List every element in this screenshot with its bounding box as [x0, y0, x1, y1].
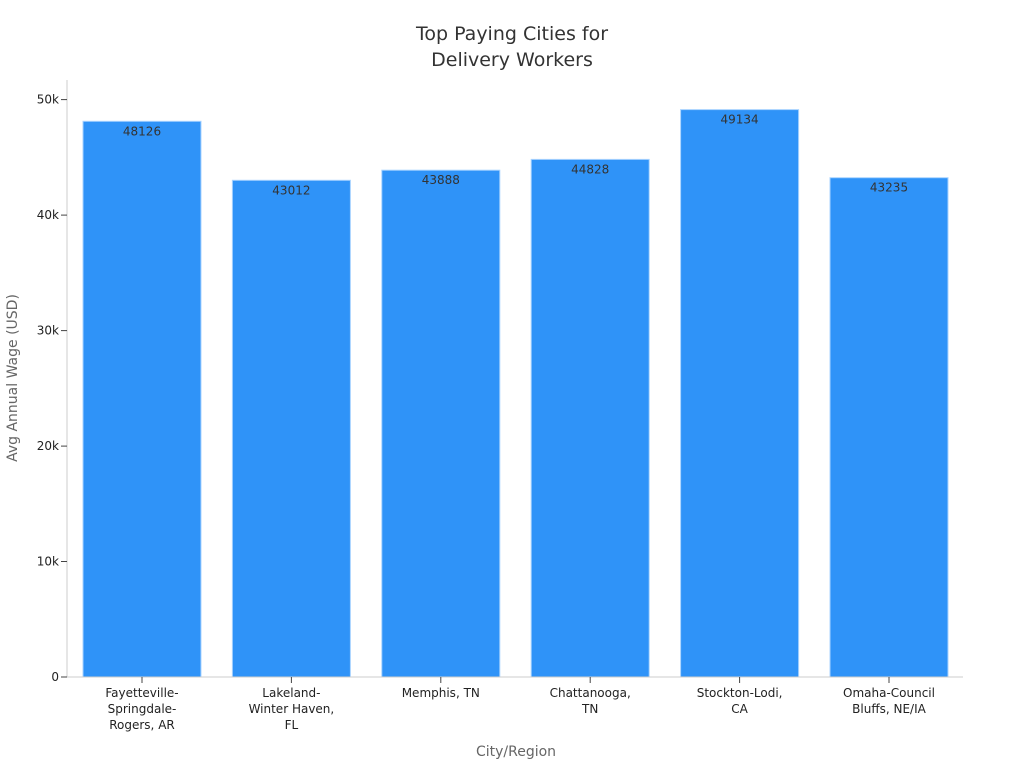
x-tick-label: Memphis, TN — [402, 686, 480, 700]
bar-value-label: 43235 — [870, 181, 908, 195]
y-tick-label: 0 — [51, 670, 59, 684]
x-tick-label: Fayetteville- Springdale- Rogers, AR — [105, 686, 178, 732]
bar — [680, 109, 800, 678]
bar-value-label: 48126 — [123, 124, 161, 138]
x-tick-label: Omaha-Council Bluffs, NE/IA — [843, 686, 935, 716]
bar — [381, 169, 501, 678]
x-tick-label-line: Memphis, TN — [402, 686, 480, 700]
y-tick-label: 30k — [37, 324, 59, 338]
bar-value-label: 43012 — [272, 183, 310, 197]
x-tick-label-line: TN — [581, 702, 598, 716]
y-tick-label: 40k — [37, 208, 59, 222]
x-tick-label-line: Omaha-Council — [843, 686, 935, 700]
x-tick-label-line: Fayetteville- — [105, 686, 178, 700]
x-tick-label-line: Chattanooga, — [550, 686, 631, 700]
bars-layer: 48126 43012 43888 44828 49134 43235 — [82, 109, 949, 678]
x-tick-label: Lakeland- Winter Haven, FL — [249, 686, 335, 732]
x-tick-label-line: CA — [731, 702, 748, 716]
x-tick-label-line: Winter Haven, — [249, 702, 335, 716]
bar — [829, 177, 949, 678]
axes-layer: 0 10k 20k 30k 40k 50k Fayetteville- Springdale-… — [37, 80, 963, 732]
x-tick-label: Stockton-Lodi, CA — [697, 686, 783, 716]
x-tick-label-line: Rogers, AR — [109, 718, 175, 732]
bar-value-label: 43888 — [422, 173, 460, 187]
y-tick-label: 10k — [37, 555, 59, 569]
bar — [82, 120, 202, 678]
bar-value-label: 44828 — [571, 162, 609, 176]
bar-value-label: 49134 — [721, 113, 759, 127]
y-tick-label: 50k — [37, 93, 59, 107]
x-tick-label-line: Lakeland- — [262, 686, 320, 700]
bar — [530, 158, 650, 678]
x-tick-label-line: FL — [285, 718, 299, 732]
x-tick-label-line: Stockton-Lodi, — [697, 686, 783, 700]
y-axis-label: Avg Annual Wage (USD) — [5, 294, 21, 462]
x-tick-label-line: Springdale- — [108, 702, 177, 716]
x-tick-label-line: Bluffs, NE/IA — [852, 702, 926, 716]
x-axis-label: City/Region — [476, 744, 556, 760]
y-tick-label: 20k — [37, 439, 59, 453]
x-tick-label: Chattanooga, TN — [550, 686, 631, 716]
chart-title-line-1: Top Paying Cities for — [415, 23, 608, 45]
chart-title-line-2: Delivery Workers — [431, 49, 593, 71]
bar — [231, 179, 351, 678]
